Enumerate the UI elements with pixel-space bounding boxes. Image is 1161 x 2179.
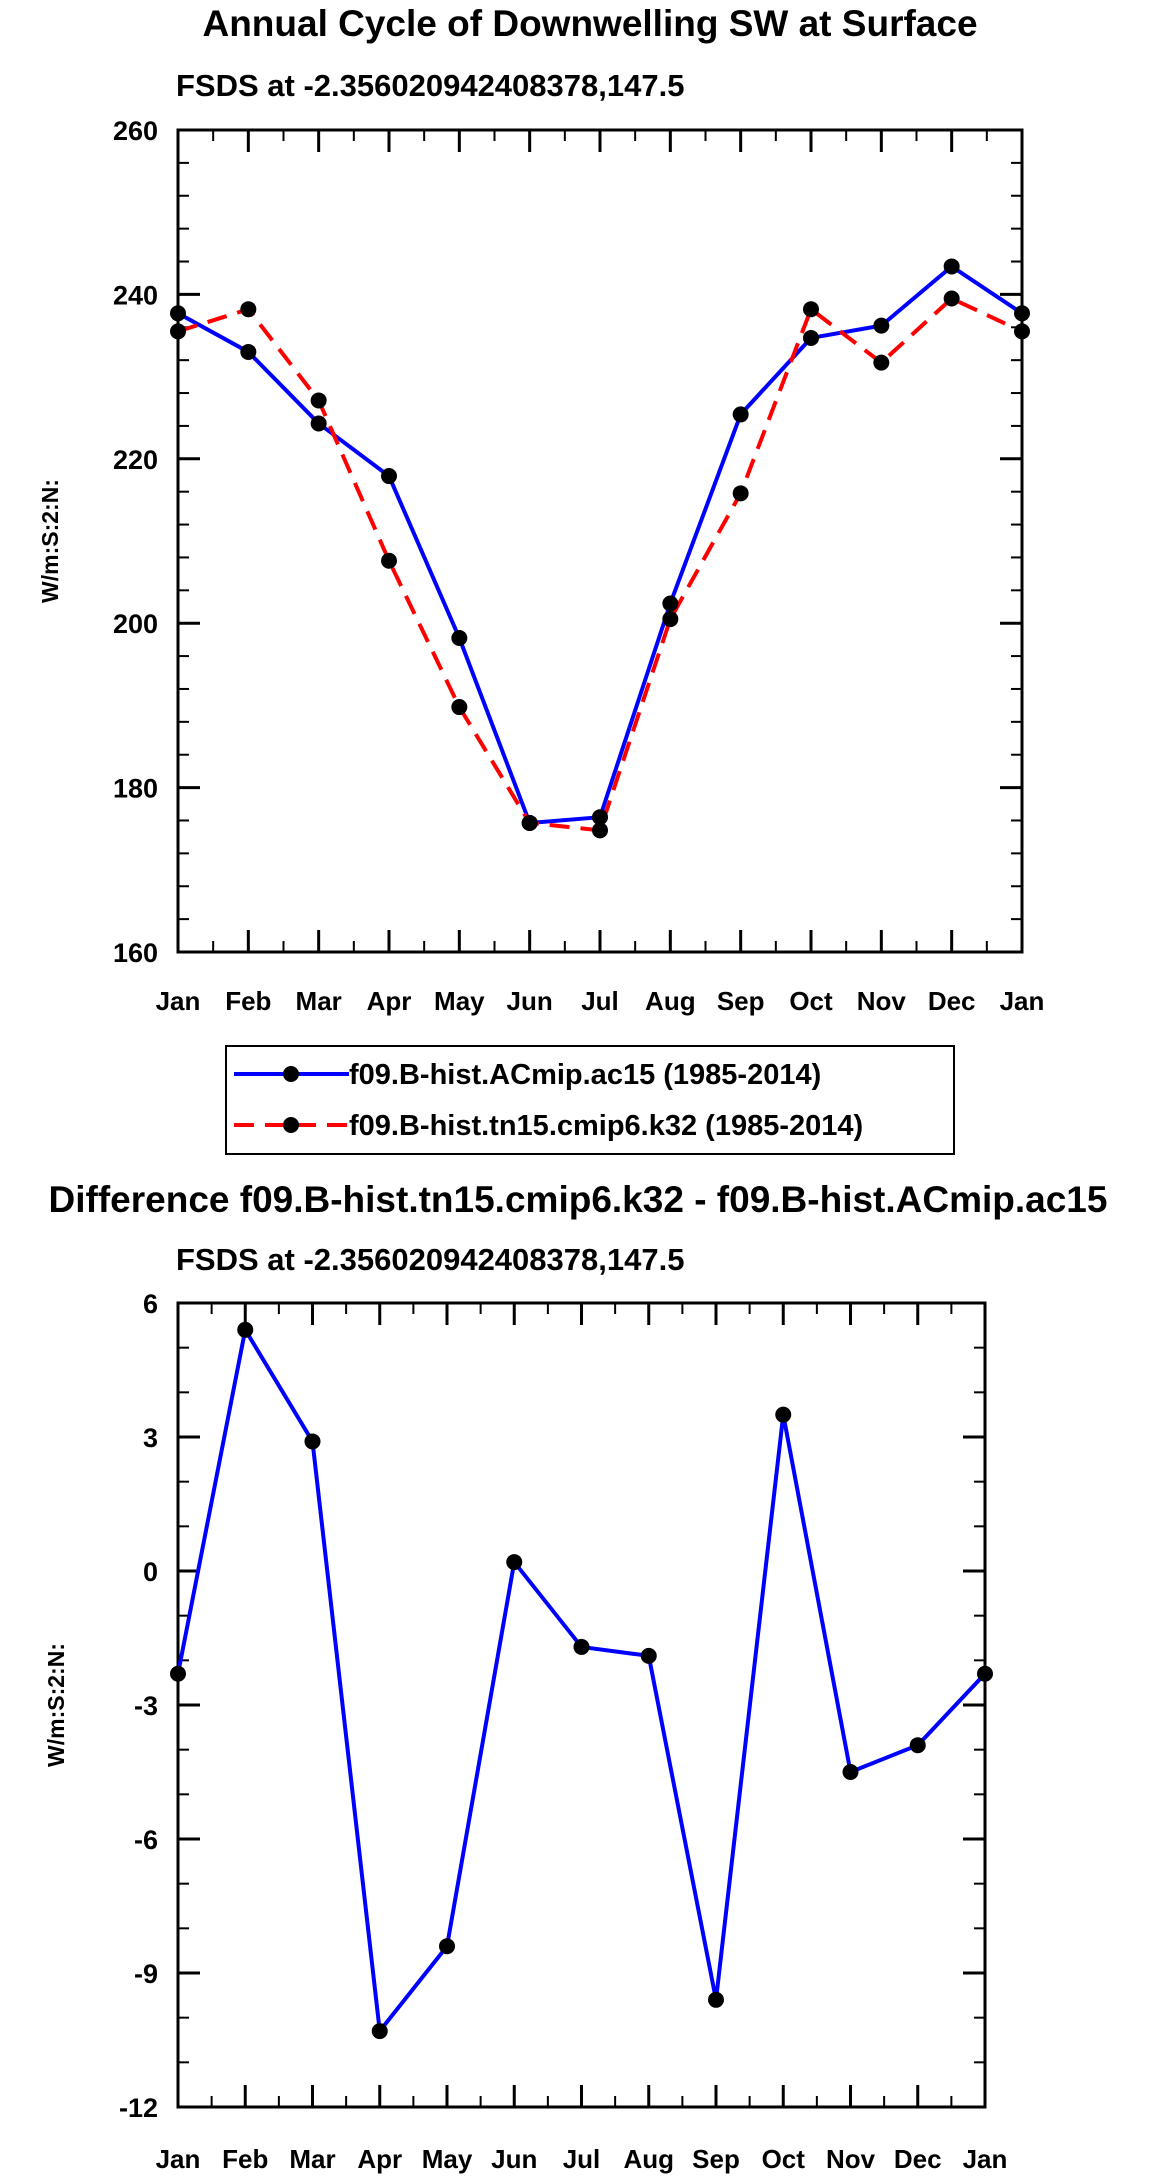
y-tick-label: 200 — [113, 609, 158, 639]
legend-marker — [283, 1066, 299, 1082]
y-tick-label: 6 — [143, 1289, 158, 1319]
data-point — [240, 301, 257, 318]
data-point — [1014, 305, 1030, 322]
x-tick-label: Apr — [367, 986, 412, 1016]
y-tick-label: -3 — [134, 1691, 158, 1721]
x-tick-label: Dec — [894, 2144, 942, 2174]
data-point — [506, 1554, 523, 1571]
data-point — [381, 468, 397, 485]
data-point — [943, 290, 960, 307]
series-line — [176, 1327, 987, 2034]
x-tick-label: Oct — [789, 986, 833, 1016]
x-tick-label: Jun — [507, 986, 553, 1016]
x-tick-label: Jan — [1000, 986, 1045, 1016]
data-point — [439, 1938, 455, 1955]
data-point — [521, 814, 538, 831]
x-tick-label: May — [434, 986, 485, 1016]
data-point — [170, 323, 186, 340]
data-point — [451, 629, 468, 646]
data-point — [310, 392, 327, 409]
y-tick-label: 3 — [143, 1423, 158, 1453]
data-point — [732, 485, 749, 502]
y-tick-label: 260 — [113, 116, 158, 146]
x-tick-label: Jul — [581, 986, 619, 1016]
data-point — [381, 552, 397, 569]
data-point — [170, 305, 186, 322]
x-tick-label: Aug — [645, 986, 696, 1016]
data-point — [451, 699, 468, 716]
y-tick-label: 0 — [143, 1557, 158, 1587]
x-tick-label: Sep — [692, 2144, 740, 2174]
x-tick-label: Oct — [762, 2144, 806, 2174]
legend-label: f09.B-hist.ACmip.ac15 (1985-2014) — [349, 1059, 821, 1091]
data-point — [573, 1638, 590, 1655]
data-point — [977, 1665, 993, 1682]
data-point — [592, 822, 608, 839]
data-point — [732, 406, 749, 423]
x-tick-label: Jun — [491, 2144, 537, 2174]
data-point — [803, 301, 819, 318]
data-point — [1014, 323, 1030, 340]
data-point — [640, 1647, 657, 1664]
y-tick-label: -6 — [134, 1825, 158, 1855]
x-tick-label: Nov — [857, 986, 907, 1016]
chart-subtitle: FSDS at -2.356020942408378,147.5 — [176, 68, 684, 103]
data-point — [803, 329, 819, 346]
y-tick-label: -12 — [119, 2093, 158, 2123]
data-point — [708, 1991, 724, 2008]
data-point — [240, 343, 257, 360]
x-tick-label: Aug — [623, 2144, 674, 2174]
data-point — [662, 595, 679, 612]
data-point — [371, 2023, 388, 2040]
chart-title: Difference f09.B-hist.tn15.cmip6.k32 - f… — [49, 1179, 1108, 1220]
data-point — [592, 809, 608, 826]
y-axis-label: W/m:S:2:N: — [43, 1643, 69, 1767]
x-tick-label: Jan — [963, 2144, 1008, 2174]
x-tick-label: Mar — [296, 986, 342, 1016]
y-tick-label: 180 — [113, 774, 158, 804]
data-point — [662, 611, 679, 628]
x-tick-label: Jan — [156, 2144, 201, 2174]
legend-box — [225, 1045, 955, 1155]
x-tick-label: Jan — [156, 986, 201, 1016]
y-tick-label: 160 — [113, 938, 158, 968]
y-tick-label: 220 — [113, 445, 158, 475]
data-point — [237, 1321, 254, 1338]
x-tick-label: Sep — [717, 986, 765, 1016]
data-point — [310, 415, 327, 432]
y-axis-label: W/m:S:2:N: — [37, 479, 63, 603]
x-tick-label: Feb — [222, 2144, 268, 2174]
x-tick-label: Apr — [357, 2144, 402, 2174]
x-tick-label: Nov — [826, 2144, 876, 2174]
plot-frame — [176, 1301, 987, 2109]
chart-title: Annual Cycle of Downwelling SW at Surfac… — [202, 3, 977, 44]
legend-label: f09.B-hist.tn15.cmip6.k32 (1985-2014) — [349, 1110, 863, 1142]
data-point — [873, 354, 890, 371]
legend-marker — [283, 1117, 299, 1133]
x-tick-label: Feb — [225, 986, 271, 1016]
data-point — [943, 258, 960, 275]
data-point — [873, 317, 890, 334]
y-tick-label: 240 — [113, 280, 158, 310]
data-point — [909, 1737, 926, 1754]
data-point — [842, 1764, 859, 1780]
data-point — [304, 1433, 321, 1450]
y-tick-label: -9 — [134, 1959, 158, 1989]
x-tick-label: Mar — [289, 2144, 335, 2174]
x-tick-label: Jul — [563, 2144, 601, 2174]
chart-subtitle: FSDS at -2.356020942408378,147.5 — [176, 1242, 684, 1277]
series-line — [177, 296, 1023, 833]
data-point — [775, 1406, 792, 1423]
data-point — [170, 1665, 186, 1682]
x-tick-label: Dec — [928, 986, 976, 1016]
x-tick-label: May — [422, 2144, 473, 2174]
